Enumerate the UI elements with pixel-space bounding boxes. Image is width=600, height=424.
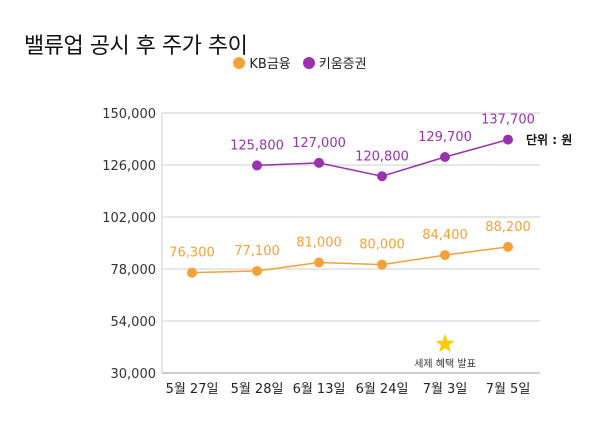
y-tick-label: 54,000 — [111, 315, 157, 330]
unit-note: 단위 : 원 — [526, 132, 572, 147]
data-label: 84,400 — [422, 228, 468, 243]
data-point — [314, 257, 324, 268]
data-label: 137,700 — [481, 113, 535, 128]
annotation-label: 세제 혜택 발표 — [414, 358, 476, 370]
data-point — [377, 259, 387, 270]
chart-title: 밸류업 공시 후 주가 추이 — [24, 34, 248, 59]
legend-label: KB금융 — [249, 57, 291, 72]
data-point — [440, 151, 450, 162]
data-label: 120,800 — [355, 149, 409, 164]
data-label: 76,300 — [169, 246, 215, 261]
x-tick-label: 7월 3일 — [423, 382, 468, 397]
data-point — [377, 171, 387, 182]
y-tick-label: 102,000 — [102, 211, 156, 226]
data-label: 127,000 — [292, 136, 346, 151]
y-tick-label: 126,000 — [102, 159, 156, 174]
x-tick-label: 6월 13일 — [293, 382, 346, 397]
x-tick-label: 5월 28일 — [231, 382, 284, 397]
data-point — [503, 241, 513, 252]
data-point — [252, 265, 262, 276]
legend-item-kiwoom[interactable]: 키움증권 — [302, 53, 367, 72]
y-tick-label: 150,000 — [102, 107, 156, 122]
data-label: 88,200 — [485, 220, 531, 235]
data-point — [314, 157, 324, 168]
x-tick-label: 5월 27일 — [166, 382, 219, 397]
data-label: 80,000 — [359, 238, 405, 253]
data-label: 125,800 — [230, 138, 284, 153]
legend-item-kb[interactable]: KB금융 — [233, 53, 291, 72]
data-label: 129,700 — [418, 130, 472, 145]
data-point — [252, 160, 262, 171]
y-tick-label: 30,000 — [111, 367, 157, 382]
y-tick-label: 78,000 — [111, 263, 157, 278]
data-label: 77,100 — [234, 244, 280, 259]
legend-dot — [302, 56, 315, 69]
data-point — [440, 250, 450, 261]
legend-dot — [233, 56, 246, 69]
series-line-0 — [191, 246, 509, 274]
data-point — [187, 267, 197, 278]
legend: KB금융 키움증권 — [0, 53, 600, 72]
data-point — [503, 134, 513, 145]
x-tick-label: 6월 24일 — [356, 382, 409, 397]
legend-label: 키움증권 — [318, 57, 367, 72]
x-tick-label: 7월 5일 — [486, 382, 531, 397]
star-icon — [435, 334, 455, 353]
data-label: 81,000 — [296, 236, 342, 251]
